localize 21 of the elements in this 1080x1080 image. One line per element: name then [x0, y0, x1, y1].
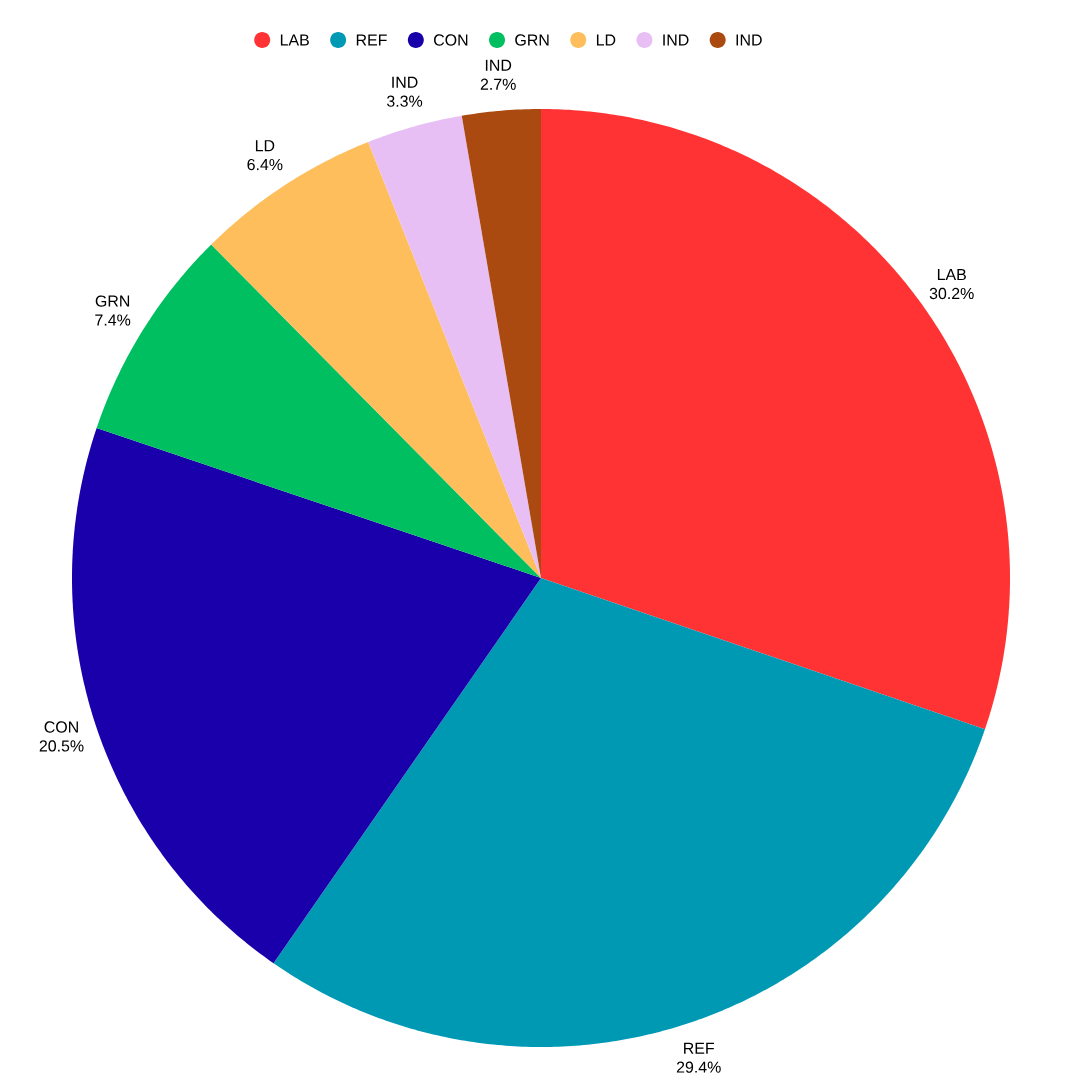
data-label: 3.3%: [386, 95, 423, 107]
legend-label: IND: [663, 34, 689, 46]
legend-label: CON: [434, 34, 468, 46]
slice-label: IND: [392, 76, 418, 88]
slice-label: REF: [684, 1042, 715, 1054]
data-label: 7.4%: [95, 314, 131, 326]
slice-label: LAB: [937, 269, 966, 281]
slice-label: GRN: [95, 295, 130, 307]
slice-label: LD: [255, 140, 275, 152]
slice-label: CON: [44, 721, 78, 733]
slice-label: IND: [485, 59, 512, 71]
data-label: 20.5%: [39, 740, 84, 752]
legend-label: GRN: [515, 34, 549, 46]
data-label: 29.4%: [676, 1061, 721, 1073]
legend-label: REF: [356, 34, 387, 46]
data-label: 6.4%: [247, 158, 283, 171]
legend-label: LAB: [280, 34, 309, 46]
data-label: 2.7%: [480, 78, 516, 90]
legend-label: IND: [736, 34, 762, 46]
legend-label: LD: [596, 34, 616, 46]
data-label: 30.2%: [929, 287, 974, 300]
